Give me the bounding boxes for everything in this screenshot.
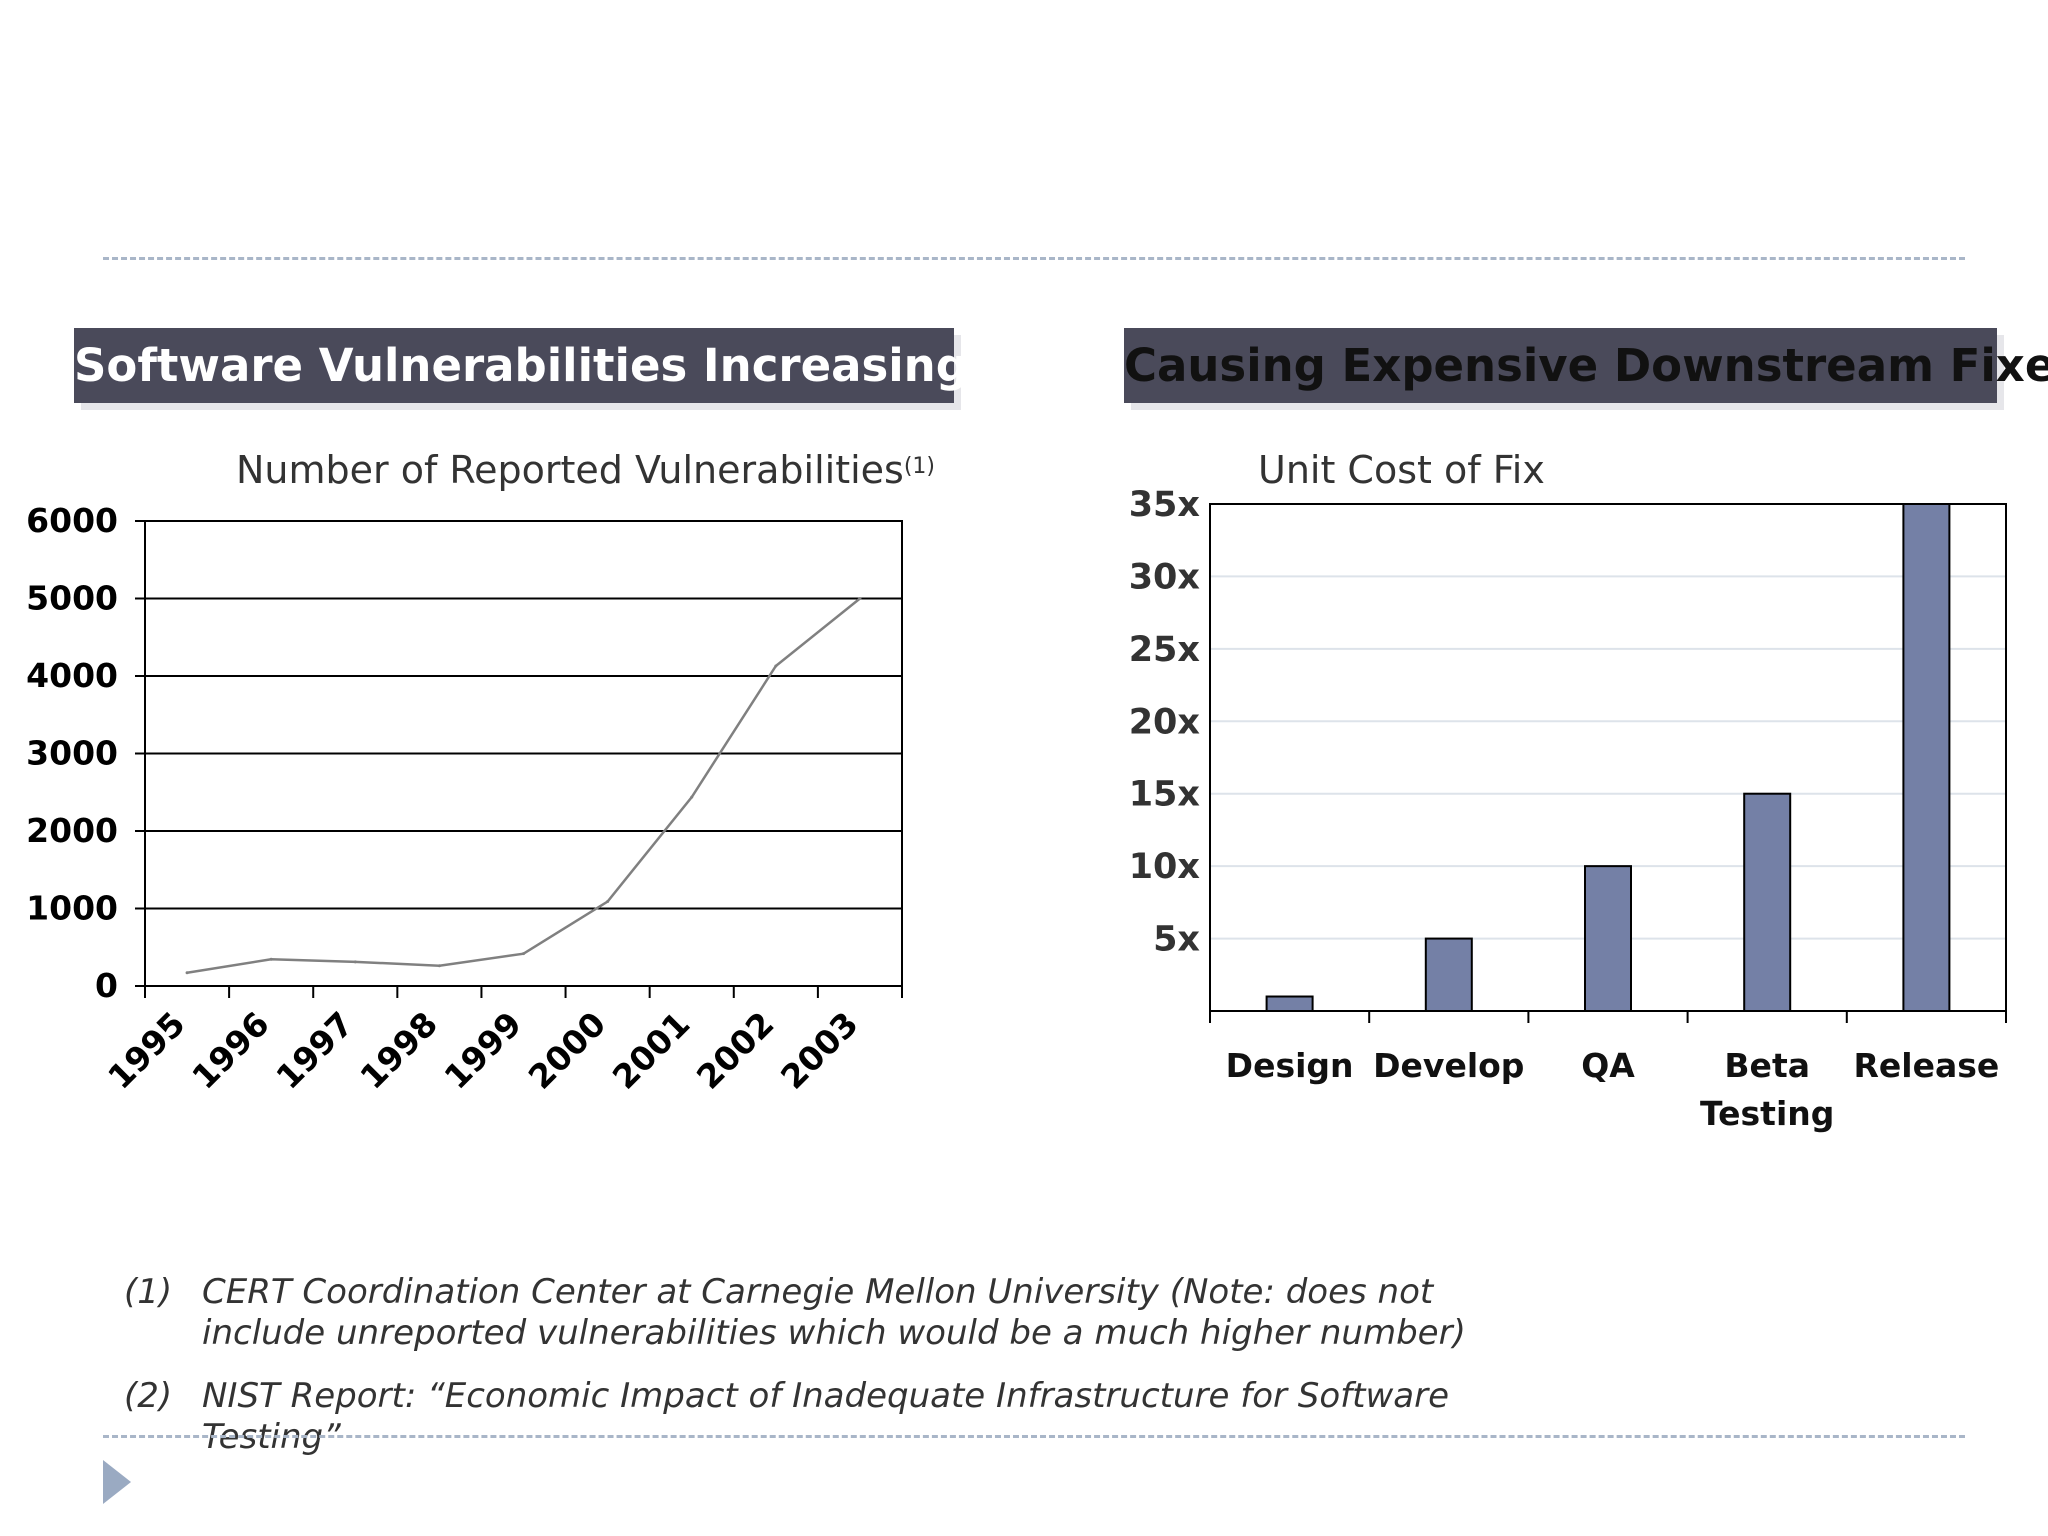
bar-develop	[1424, 937, 1473, 1012]
data-point	[690, 795, 694, 799]
vulnerabilities-chart-title: Number of Reported Vulnerabilities(1)	[236, 448, 935, 492]
next-slide-arrow-icon[interactable]	[103, 1460, 131, 1504]
bar-qa	[1584, 865, 1632, 1013]
footnote-number: (1)	[124, 1272, 173, 1312]
y-tick-label: 1000	[26, 889, 118, 928]
x-tick-label: Beta Testing	[1700, 1046, 1834, 1133]
footnote-1: (1) CERT Coordination Center at Carnegie…	[124, 1272, 1502, 1354]
footnotes: (1) CERT Coordination Center at Carnegie…	[124, 1272, 1502, 1480]
y-tick-label: 3000	[26, 734, 118, 773]
x-tick-label: Release	[1854, 1046, 2000, 1085]
y-tick-label: 0	[95, 966, 118, 1005]
bar-release	[1902, 503, 1951, 1012]
data-point	[522, 952, 525, 956]
y-tick-label: 5000	[26, 579, 118, 618]
y-tick-label: 35x	[1129, 485, 1201, 525]
data-point	[606, 900, 610, 904]
bottom-divider	[103, 1435, 1965, 1438]
cost-chart-title: Unit Cost of Fix	[1258, 448, 1545, 492]
y-tick-label: 30x	[1129, 557, 1201, 597]
data-point	[269, 957, 273, 961]
y-tick-label: 25x	[1129, 630, 1201, 670]
y-tick-label: 2000	[26, 811, 118, 850]
x-tick-label: QA	[1581, 1046, 1635, 1085]
y-tick-label: 15x	[1129, 775, 1201, 815]
y-tick-label: 6000	[26, 501, 118, 540]
bar-design	[1265, 995, 1314, 1012]
footnote-text: CERT Coordination Center at Carnegie Mel…	[202, 1272, 1466, 1353]
footnote-number: (2)	[124, 1376, 173, 1416]
footnote-2: (2) NIST Report: “Economic Impact of Ina…	[124, 1376, 1502, 1458]
data-point	[353, 960, 357, 964]
y-tick-label: 10x	[1129, 847, 1201, 887]
data-point	[858, 597, 862, 600]
footnote-text: NIST Report: “Economic Impact of Inadequ…	[202, 1376, 1450, 1457]
title-footnote-marker: (1)	[903, 454, 936, 479]
bar-beta-testing	[1743, 792, 1792, 1013]
data-point	[774, 664, 778, 668]
x-tick-label: Design	[1226, 1046, 1354, 1085]
data-point	[185, 971, 189, 975]
data-point	[437, 964, 441, 968]
right-panel-header: Causing Expensive Downstream Fixes	[1124, 328, 2048, 403]
y-tick-label: 4000	[26, 656, 118, 695]
left-panel-header: Software Vulnerabilities Increasing	[74, 328, 968, 403]
top-divider	[103, 257, 1965, 260]
vulnerabilities-chart-title-text: Number of Reported Vulnerabilities	[236, 448, 904, 492]
y-tick-label: 5x	[1153, 920, 1200, 960]
y-tick-label: 20x	[1129, 702, 1201, 742]
x-tick-label: Develop	[1373, 1046, 1524, 1085]
